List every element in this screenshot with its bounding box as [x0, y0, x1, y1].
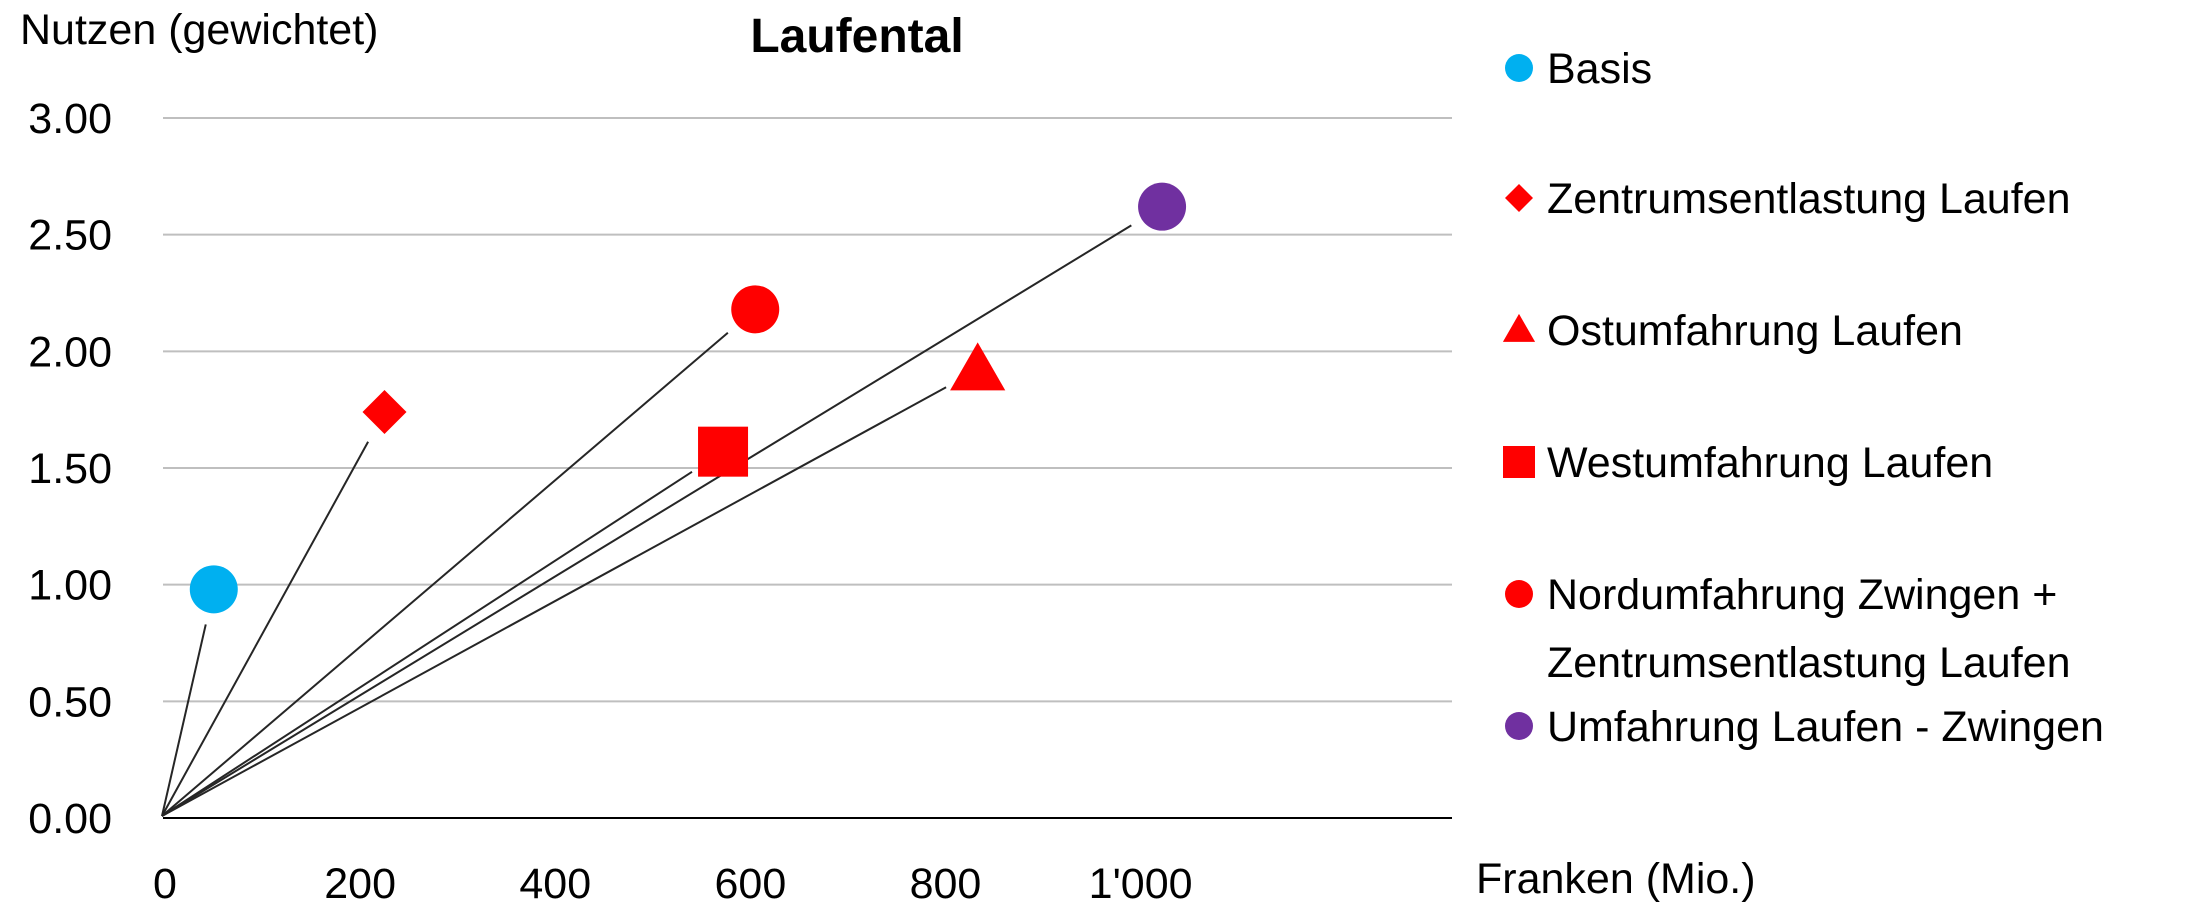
y-tick-label: 1.00: [28, 562, 112, 610]
legend-label: Umfahrung Laufen - Zwingen: [1547, 703, 2104, 751]
origin-ray: [161, 470, 693, 817]
data-point: [950, 342, 1006, 391]
x-tick-label: 400: [519, 860, 591, 906]
data-point: [362, 390, 407, 434]
x-tick-label: 600: [714, 860, 786, 906]
legend-item: Zentrumsentlastung Laufen: [1505, 175, 2071, 223]
x-tick-label: 1'000: [1089, 860, 1193, 906]
y-tick-labels: 0.00 0.50 1.00 1.50 2.00 2.50 3.00: [28, 95, 112, 843]
origin-ray: [161, 224, 1132, 817]
chart-title: Laufental: [750, 10, 963, 63]
gridlines: [163, 117, 1452, 703]
legend-label: Zentrumsentlastung Laufen: [1547, 639, 2071, 687]
x-axis-label: Franken (Mio.): [1476, 855, 1756, 903]
legend-label: Westumfahrung Laufen: [1547, 439, 1993, 487]
legend-item: Basis: [1505, 45, 1652, 93]
legend-item: Nordumfahrung Zwingen + Zentrumsentlastun…: [1505, 571, 2071, 687]
y-tick-label: 0.00: [28, 795, 112, 843]
legend-label: Zentrumsentlastung Laufen: [1547, 175, 2071, 223]
y-tick-label: 3.00: [28, 95, 112, 143]
data-points: [189, 182, 1187, 614]
legend: Basis Zentrumsentlastung Laufen Ostumfahru…: [1502, 45, 2104, 751]
legend-label: Basis: [1547, 45, 1652, 93]
legend-item: Westumfahrung Laufen: [1503, 439, 1993, 487]
legend-label: Ostumfahrung Laufen: [1547, 307, 1963, 355]
y-tick-label: 2.50: [28, 212, 112, 260]
origin-ray: [161, 331, 729, 817]
x-tick-label: 0: [153, 860, 177, 906]
x-tick-labels: 0 200 400 600 800 1'000: [153, 860, 1192, 906]
legend-marker: [1505, 184, 1533, 212]
y-tick-label: 0.50: [28, 678, 112, 726]
origin-ray: [161, 441, 369, 817]
y-axis-label: Nutzen (gewichtet): [20, 6, 379, 54]
data-point: [698, 426, 749, 477]
y-tick-label: 2.00: [28, 328, 112, 376]
legend-marker: [1503, 446, 1535, 478]
legend-marker: [1505, 712, 1533, 740]
legend-marker: [1505, 54, 1533, 82]
x-tick-label: 200: [324, 860, 396, 906]
y-tick-label: 1.50: [28, 445, 112, 493]
legend-label: Nordumfahrung Zwingen +: [1547, 571, 2057, 619]
origin-rays: [161, 224, 1132, 817]
origin-ray: [161, 624, 207, 817]
legend-marker: [1502, 313, 1536, 342]
data-point: [731, 285, 780, 334]
legend-marker: [1505, 580, 1533, 608]
data-point: [1138, 182, 1187, 231]
data-point: [189, 565, 238, 614]
legend-item: Umfahrung Laufen - Zwingen: [1505, 703, 2104, 751]
origin-ray: [161, 386, 947, 817]
x-tick-label: 800: [910, 860, 982, 906]
legend-item: Ostumfahrung Laufen: [1502, 307, 1963, 355]
